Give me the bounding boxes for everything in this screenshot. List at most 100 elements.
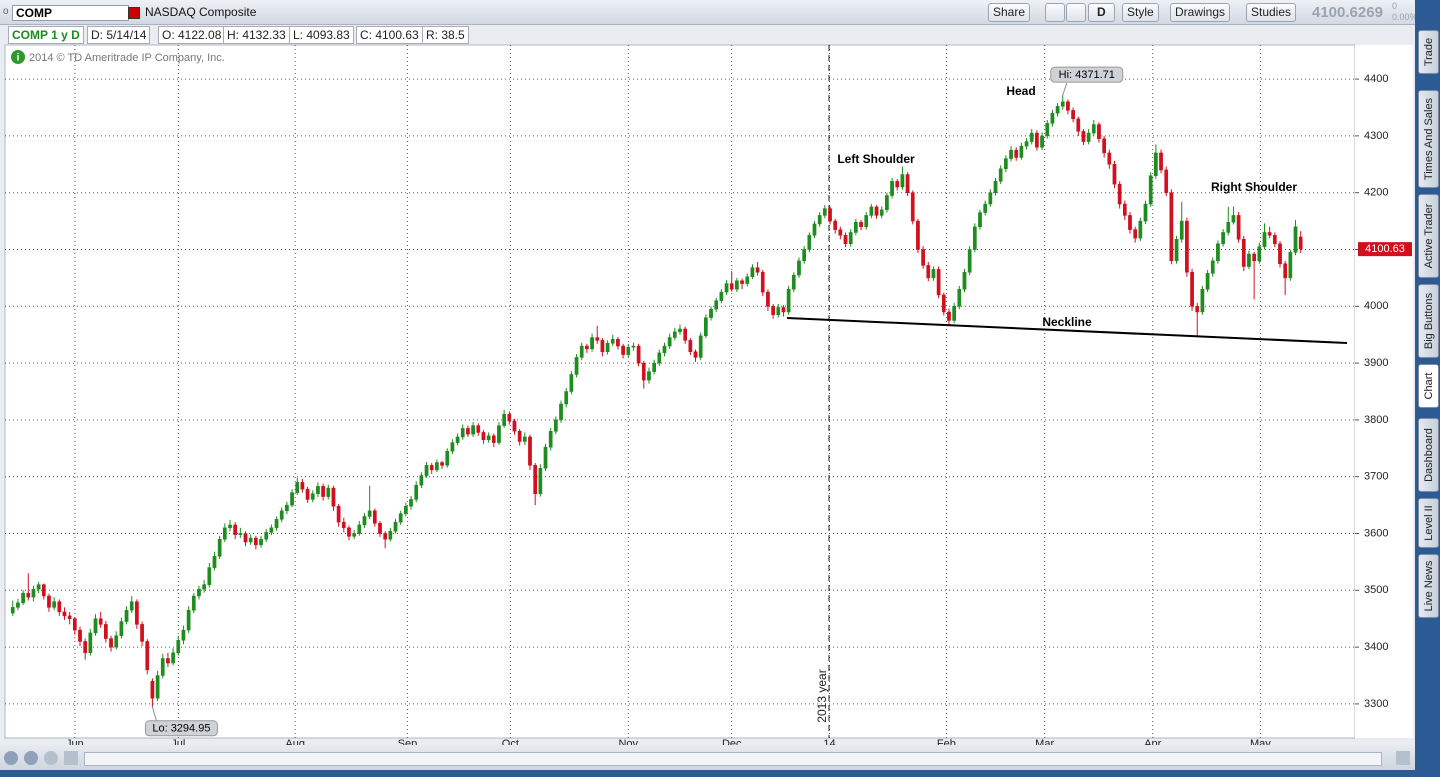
candle-body [1050,112,1055,124]
candle-body [207,567,212,585]
tool-button[interactable] [1045,3,1065,22]
candle-body [998,168,1003,182]
candle-body [104,624,108,639]
candle-body [1226,221,1231,233]
candle-body [833,220,838,230]
candle-body [419,475,424,486]
tab[interactable]: Level II [1418,498,1439,548]
tab[interactable]: Big Buttons [1418,284,1439,358]
link-icon[interactable]: o [3,6,9,17]
candle-body [228,524,232,529]
tool-button[interactable] [1066,3,1086,22]
candle-body [481,432,486,441]
candle-body [683,328,688,341]
candle-body [507,413,512,422]
candle-body [1029,132,1034,142]
scrollbar[interactable] [84,752,1382,766]
tab[interactable]: Trade [1418,30,1439,74]
quote-close: C: 4100.63 [356,26,423,44]
candle-body [476,425,481,433]
candle-body [533,465,538,494]
candle-body [1221,232,1225,245]
candle-body [1267,232,1272,236]
candle-body [771,306,775,316]
share-button[interactable]: Share [988,3,1031,22]
candle-body [579,345,584,358]
candle-body [274,519,279,529]
low-pointer [151,706,157,721]
candle-body [1205,273,1210,290]
candle-body [807,235,812,250]
candle-body [983,203,988,213]
candle-body [569,374,574,392]
last-price: 4100.6269 [1312,4,1383,21]
period-button[interactable]: D [1088,3,1115,22]
candle-body [631,345,636,348]
info-icon[interactable] [11,50,25,64]
candle-body [610,338,615,344]
tab[interactable]: Dashboard [1418,418,1439,492]
tab[interactable]: Active Trader [1418,194,1439,278]
candle-body [248,537,253,543]
candle-body [1185,220,1189,273]
candle-body [429,465,434,471]
candle-body [186,609,191,631]
candle-body [1278,243,1282,264]
candle-body [233,524,238,535]
candle-body [1081,131,1086,142]
candle-body [362,516,367,526]
quote-date: D: 5/14/14 [87,26,151,44]
candle-body [1190,271,1194,307]
tab[interactable]: Times And Sales [1418,90,1439,188]
candle-body [1045,123,1050,137]
neckline [786,317,1348,344]
candle-body [647,371,651,381]
candle-body [404,505,408,514]
candle-body [786,289,791,313]
candle-body [1128,215,1132,230]
candle-body [326,487,331,497]
style-button[interactable]: Style [1122,3,1159,22]
candle-body [1117,183,1122,205]
candle-body [719,291,724,301]
candle-body [1154,152,1158,176]
zoom-out-button[interactable] [44,751,58,765]
candle-body [740,280,744,284]
candle-body [10,607,15,614]
candle-body [776,307,781,316]
candle-body [254,537,258,546]
candle-body [1148,175,1153,205]
candle-body [688,340,693,352]
candle-body [621,345,625,355]
candle-body [378,523,382,534]
candle-body [1298,236,1303,250]
studies-button[interactable]: Studies [1246,3,1297,22]
expand-button[interactable] [1396,751,1410,765]
candle-body [962,271,967,290]
quote-bar: COMP 1 y D D: 5/14/14 O: 4122.08 H: 4132… [0,25,1415,44]
zoom-in-button[interactable] [24,751,38,765]
grid: 3300340035003600370038003900400041004200… [5,45,1388,750]
candle-body [802,249,806,262]
candle-body [600,340,605,352]
candle-body [93,618,98,634]
candle-body [522,436,527,442]
tab-selected[interactable]: Chart [1418,364,1439,408]
drawings-button[interactable]: Drawings [1170,3,1231,22]
candle-body [57,601,62,613]
candle-body [160,658,165,676]
zoom-button[interactable] [4,751,18,765]
candle-body [129,601,134,611]
candle-body [698,335,703,358]
symbol-input[interactable]: COMP [12,5,129,21]
candle-body [709,308,713,318]
candle-body [502,413,506,426]
annotation: Head [1006,84,1035,98]
candle-body [197,588,201,597]
candle-body [822,208,827,216]
text-tool[interactable] [64,751,78,765]
candle-body [957,289,962,307]
tab[interactable]: Live News [1418,554,1439,618]
copyright: 2014 © TD Ameritrade IP Company, Inc. [29,52,225,64]
candle-body [1055,106,1060,114]
